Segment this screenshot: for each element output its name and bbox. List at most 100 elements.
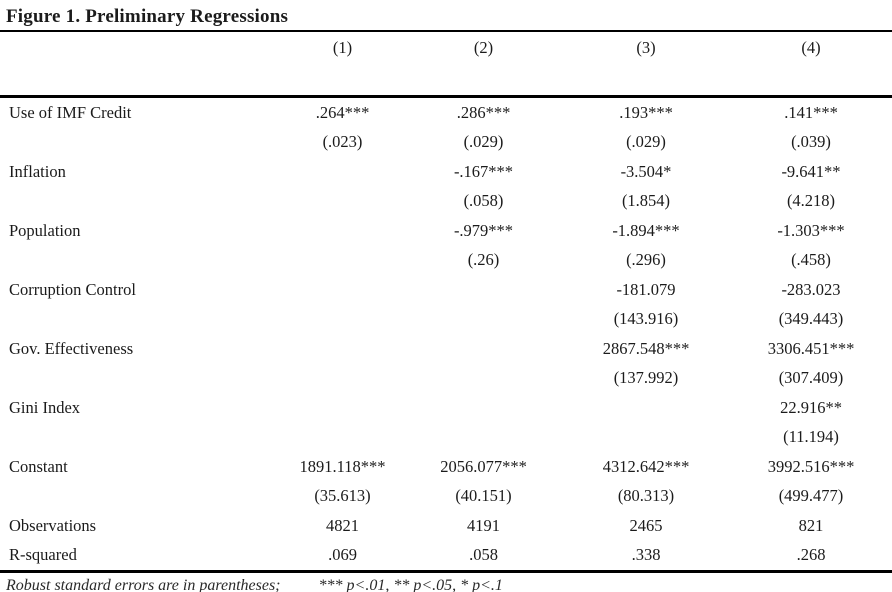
column-header-1: (1) [332, 38, 353, 57]
cell: (4.218) [786, 191, 836, 211]
cell: -1.894*** [612, 220, 680, 240]
table-row: (11.194) [0, 423, 892, 453]
row-label [0, 187, 280, 217]
cell: .069 [328, 545, 357, 565]
row-label: Gini Index [9, 397, 81, 417]
cell [280, 364, 405, 394]
table-footnote: Robust standard errors are in parenthese… [0, 570, 892, 592]
cell: (1.854) [621, 191, 671, 211]
row-label: Use of IMF Credit [9, 102, 132, 122]
table-row: Use of IMF Credit .264*** .286*** .193**… [0, 97, 892, 128]
cell: 3306.451*** [767, 338, 855, 358]
table-row: Gini Index 22.916** [0, 393, 892, 423]
table-row: (143.916) (349.443) [0, 305, 892, 335]
cell: 4312.642*** [602, 456, 690, 476]
cell [405, 334, 562, 364]
cell: .193*** [619, 102, 673, 122]
table-row: (35.613) (40.151) (80.313) (499.477) [0, 482, 892, 512]
cell: .141*** [784, 102, 838, 122]
row-label: Corruption Control [9, 279, 136, 299]
cell: 2465 [629, 515, 663, 535]
cell [405, 423, 562, 453]
header-label-spacer [0, 32, 280, 97]
column-header-4: (4) [801, 38, 821, 57]
cell [405, 275, 562, 305]
cell: 22.916** [780, 397, 842, 417]
table-row: Gov. Effectiveness 2867.548*** 3306.451*… [0, 334, 892, 364]
cell: -3.504* [620, 161, 672, 181]
cell [405, 393, 562, 423]
cell: 821 [798, 515, 824, 535]
cell: 2056.077*** [440, 456, 527, 476]
cell [562, 393, 730, 423]
cell [280, 305, 405, 335]
row-label [0, 482, 280, 512]
cell: 4821 [326, 515, 359, 535]
cell [280, 157, 405, 187]
row-label: R-squared [9, 545, 77, 565]
table-row: Constant 1891.118*** 2056.077*** 4312.64… [0, 452, 892, 482]
table-row: (.26) (.296) (.458) [0, 246, 892, 276]
row-label [0, 305, 280, 335]
table-row: (137.992) (307.409) [0, 364, 892, 394]
cell [280, 246, 405, 276]
cell [405, 305, 562, 335]
header-row: (1) (2) (3) (4) [0, 32, 892, 97]
cell: 1891.118*** [299, 456, 386, 476]
cell: (35.613) [314, 486, 371, 506]
column-header-2: (2) [473, 38, 494, 57]
table-body: Use of IMF Credit .264*** .286*** .193**… [0, 96, 892, 571]
cell: (.029) [626, 132, 666, 152]
cell: -9.641** [781, 161, 841, 181]
row-label [0, 364, 280, 394]
cell: (.039) [791, 132, 831, 152]
cell: -1.303*** [777, 220, 845, 240]
cell: (.458) [791, 250, 831, 270]
cell [280, 393, 405, 423]
row-label: Gov. Effectiveness [9, 338, 134, 358]
cell: .268 [796, 545, 826, 565]
cell: (143.916) [613, 309, 679, 329]
cell: (349.443) [778, 309, 844, 329]
cell: (137.992) [613, 368, 679, 388]
cell: (499.477) [778, 486, 844, 506]
cell [280, 187, 405, 217]
figure-title: Figure 1. Preliminary Regressions [6, 6, 289, 27]
table-row: Corruption Control -181.079 -283.023 [0, 275, 892, 305]
table-row: Population -.979*** -1.894*** -1.303*** [0, 216, 892, 246]
cell: (80.313) [617, 486, 675, 506]
cell [280, 423, 405, 453]
table-row: (.023) (.029) (.029) (.039) [0, 128, 892, 158]
cell: 3992.516*** [767, 456, 855, 476]
cell: .338 [631, 545, 661, 565]
cell [280, 275, 405, 305]
table-row: (.058) (1.854) (4.218) [0, 187, 892, 217]
cell [280, 334, 405, 364]
row-label: Inflation [9, 161, 66, 181]
cell: (.023) [322, 132, 363, 152]
cell: (307.409) [778, 368, 844, 388]
cell: (11.194) [783, 427, 839, 447]
row-label [0, 423, 280, 453]
row-label: Constant [9, 456, 68, 476]
table-header: (1) (2) (3) (4) [0, 32, 892, 97]
column-header-3: (3) [636, 38, 656, 57]
cell: .264*** [315, 102, 370, 122]
row-label: Population [9, 220, 81, 240]
cell: -283.023 [781, 279, 841, 299]
cell: .286*** [456, 102, 511, 122]
cell [280, 216, 405, 246]
cell: (.26) [467, 250, 500, 270]
row-label [0, 246, 280, 276]
cell: (40.151) [455, 486, 512, 506]
cell: -181.079 [616, 279, 676, 299]
significance-legend: *** p<.01, ** p<.05, * p<.1 [318, 577, 503, 592]
regression-table: (1) (2) (3) (4) Use of IMF Credit .264**… [0, 32, 892, 570]
cell: (.058) [463, 191, 504, 211]
cell [405, 364, 562, 394]
table-row: Observations 4821 4191 2465 821 [0, 511, 892, 541]
cell: -.167*** [453, 161, 514, 181]
title-divider [0, 30, 892, 32]
robust-se-note: Robust standard errors are in parenthese… [6, 577, 281, 592]
